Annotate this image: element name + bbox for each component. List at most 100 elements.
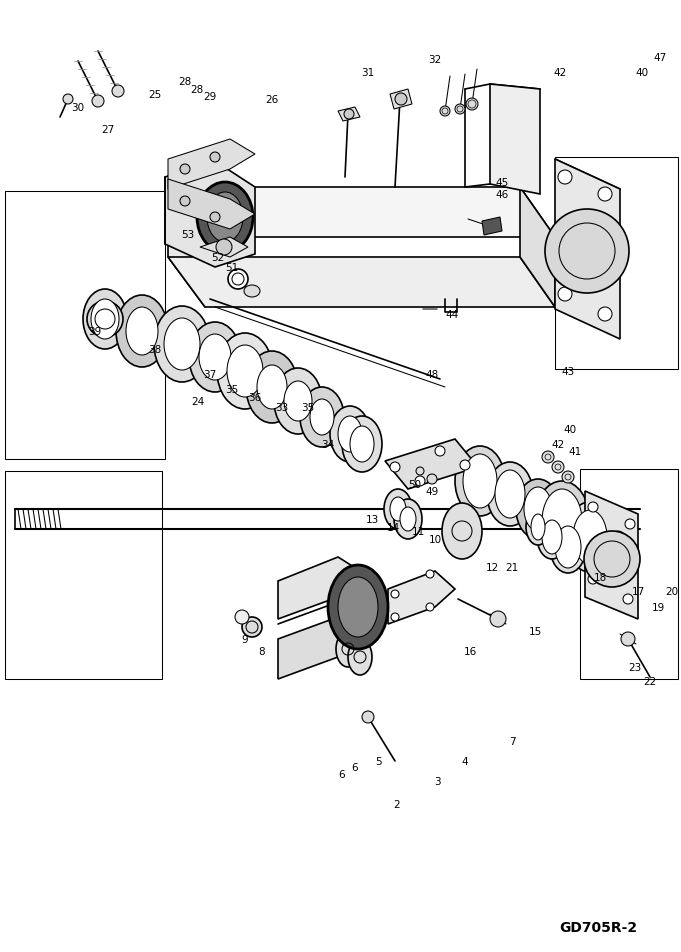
Polygon shape bbox=[168, 180, 255, 229]
Circle shape bbox=[390, 463, 400, 472]
Text: 14: 14 bbox=[386, 523, 400, 532]
Ellipse shape bbox=[394, 500, 422, 540]
Polygon shape bbox=[165, 162, 255, 268]
Circle shape bbox=[588, 574, 598, 585]
Ellipse shape bbox=[565, 503, 615, 572]
Ellipse shape bbox=[455, 446, 505, 516]
Text: 23: 23 bbox=[629, 663, 642, 672]
Text: 5: 5 bbox=[375, 756, 381, 766]
Circle shape bbox=[210, 153, 220, 163]
Ellipse shape bbox=[542, 521, 562, 554]
Text: 21: 21 bbox=[505, 563, 519, 572]
Circle shape bbox=[391, 590, 399, 599]
Circle shape bbox=[625, 520, 635, 529]
Text: 32: 32 bbox=[428, 55, 441, 65]
Circle shape bbox=[395, 94, 407, 106]
Text: 13: 13 bbox=[366, 514, 379, 525]
Circle shape bbox=[180, 165, 190, 175]
Ellipse shape bbox=[524, 487, 552, 531]
Text: 40: 40 bbox=[635, 68, 648, 78]
Ellipse shape bbox=[300, 387, 344, 447]
Text: 40: 40 bbox=[563, 425, 577, 434]
Text: 20: 20 bbox=[665, 586, 678, 596]
Ellipse shape bbox=[164, 319, 200, 370]
Text: 4: 4 bbox=[462, 756, 469, 766]
Text: 50: 50 bbox=[409, 480, 422, 489]
Text: 37: 37 bbox=[204, 369, 217, 380]
Text: 44: 44 bbox=[445, 309, 458, 320]
Circle shape bbox=[545, 209, 629, 293]
Text: 12: 12 bbox=[486, 563, 498, 572]
Text: 28: 28 bbox=[191, 85, 204, 95]
Ellipse shape bbox=[384, 489, 412, 529]
Circle shape bbox=[552, 462, 564, 473]
Ellipse shape bbox=[244, 286, 260, 298]
Ellipse shape bbox=[537, 515, 567, 560]
Ellipse shape bbox=[217, 333, 273, 409]
Circle shape bbox=[235, 610, 249, 625]
Text: 25: 25 bbox=[148, 89, 161, 100]
Text: 48: 48 bbox=[426, 369, 439, 380]
Text: 22: 22 bbox=[644, 676, 656, 686]
Circle shape bbox=[112, 86, 124, 98]
Ellipse shape bbox=[338, 417, 362, 452]
Ellipse shape bbox=[495, 470, 525, 519]
Circle shape bbox=[92, 96, 104, 108]
Ellipse shape bbox=[534, 482, 590, 562]
Text: 29: 29 bbox=[204, 92, 217, 102]
Circle shape bbox=[562, 471, 574, 484]
Circle shape bbox=[216, 240, 232, 256]
Ellipse shape bbox=[350, 426, 374, 463]
Circle shape bbox=[558, 170, 572, 185]
Polygon shape bbox=[520, 188, 555, 307]
Ellipse shape bbox=[342, 417, 382, 472]
Circle shape bbox=[598, 188, 612, 202]
Text: 34: 34 bbox=[321, 440, 334, 449]
Text: 35: 35 bbox=[225, 385, 238, 394]
Ellipse shape bbox=[330, 407, 370, 463]
Circle shape bbox=[391, 613, 399, 622]
Text: 36: 36 bbox=[249, 392, 262, 403]
Circle shape bbox=[427, 474, 437, 485]
Circle shape bbox=[466, 99, 478, 110]
Polygon shape bbox=[390, 89, 412, 109]
Ellipse shape bbox=[598, 524, 638, 580]
Ellipse shape bbox=[348, 640, 372, 675]
Text: 42: 42 bbox=[554, 68, 567, 78]
Text: 18: 18 bbox=[593, 572, 607, 583]
Ellipse shape bbox=[207, 193, 243, 243]
Ellipse shape bbox=[542, 489, 582, 553]
Text: 7: 7 bbox=[509, 736, 516, 746]
Ellipse shape bbox=[246, 351, 298, 424]
Ellipse shape bbox=[227, 346, 263, 398]
Circle shape bbox=[426, 604, 434, 611]
Polygon shape bbox=[168, 140, 255, 189]
Circle shape bbox=[440, 107, 450, 117]
Ellipse shape bbox=[284, 382, 312, 422]
Circle shape bbox=[455, 105, 465, 115]
Ellipse shape bbox=[573, 510, 607, 565]
Text: 33: 33 bbox=[275, 403, 289, 412]
Text: 2: 2 bbox=[394, 799, 400, 809]
Circle shape bbox=[558, 288, 572, 302]
Circle shape bbox=[416, 467, 424, 475]
Ellipse shape bbox=[442, 504, 482, 560]
Text: 39: 39 bbox=[89, 327, 101, 337]
Circle shape bbox=[344, 109, 354, 120]
Polygon shape bbox=[168, 188, 555, 238]
Ellipse shape bbox=[197, 183, 253, 252]
Ellipse shape bbox=[83, 289, 127, 349]
Ellipse shape bbox=[400, 507, 416, 531]
Ellipse shape bbox=[463, 454, 497, 508]
Ellipse shape bbox=[154, 307, 210, 383]
Ellipse shape bbox=[531, 514, 545, 541]
Text: 35: 35 bbox=[302, 403, 315, 412]
Ellipse shape bbox=[487, 463, 533, 526]
Circle shape bbox=[623, 594, 633, 605]
Circle shape bbox=[598, 307, 612, 322]
Text: 53: 53 bbox=[181, 229, 195, 240]
Text: 15: 15 bbox=[528, 626, 541, 636]
Polygon shape bbox=[490, 85, 540, 195]
Ellipse shape bbox=[116, 296, 168, 367]
Circle shape bbox=[584, 531, 640, 587]
